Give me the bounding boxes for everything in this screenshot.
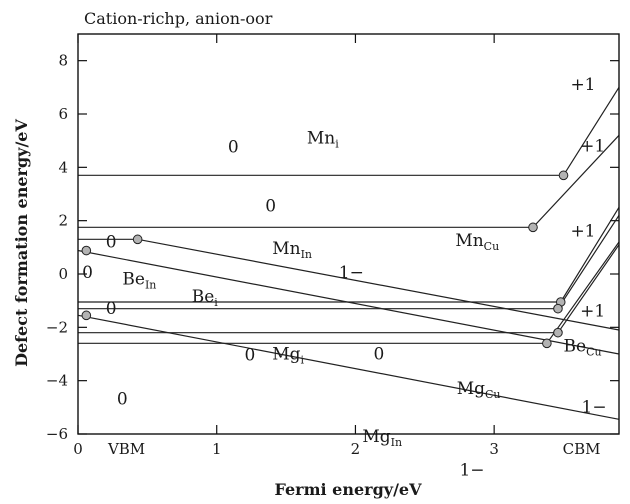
transition-point-marker [553,327,563,338]
y-tick-label: 8 [58,52,68,70]
charge-state-label: +1 [570,222,595,242]
y-tick-label: −6 [46,425,68,443]
x-tick-label: 3 [489,440,499,458]
chart-title: Cation-richp, anion-oor [84,9,273,28]
charge-state-label: 0 [106,232,117,252]
transition-point-marker [553,303,563,314]
x-tick-label: 2 [351,440,361,458]
transition-point-marker [132,234,143,245]
charge-state-label: 0 [106,299,117,319]
transition-point-marker [81,310,92,321]
transition-point-marker [542,338,552,349]
transition-point-marker [558,170,569,181]
charge-state-label: 0 [373,344,384,364]
charge-state-label: 1− [339,263,364,283]
charge-state-label: 0 [82,263,93,283]
charge-state-label: 0 [228,138,239,158]
charge-state-label: +1 [580,302,605,322]
y-tick-label: −2 [46,318,68,336]
charge-state-label: 1− [459,460,484,480]
charge-state-label: +1 [570,75,595,95]
charge-state-label: +1 [580,136,605,156]
plot-frame [77,33,620,435]
x-band-edge-label: VBM [107,440,145,458]
y-tick-label: −4 [46,372,68,390]
charge-state-label: 1− [582,398,607,418]
y-tick-label: 4 [58,158,68,176]
x-tick-label: 1 [212,440,222,458]
y-axis-label: Defect formation energy/eV [12,119,31,367]
x-tick-label: 0 [73,440,83,458]
transition-points [81,170,569,349]
charge-state-label: 0 [265,196,276,216]
transition-point-marker [81,245,92,256]
y-tick-label: 2 [58,212,68,230]
y-tick-label: 0 [58,265,68,283]
charge-state-label: 0 [244,346,255,366]
transition-point-marker [528,222,538,233]
defect-label: Mni [307,128,339,150]
x-axis-label: Fermi energy/eV [274,480,422,499]
defect-label: Bei [192,287,219,309]
y-tick-label: 6 [58,105,68,123]
x-band-edge-label: CBM [563,440,601,458]
defect-label: Mgi [272,344,304,366]
series-line-mg-in [77,314,620,420]
charge-state-label: 0 [117,390,128,410]
